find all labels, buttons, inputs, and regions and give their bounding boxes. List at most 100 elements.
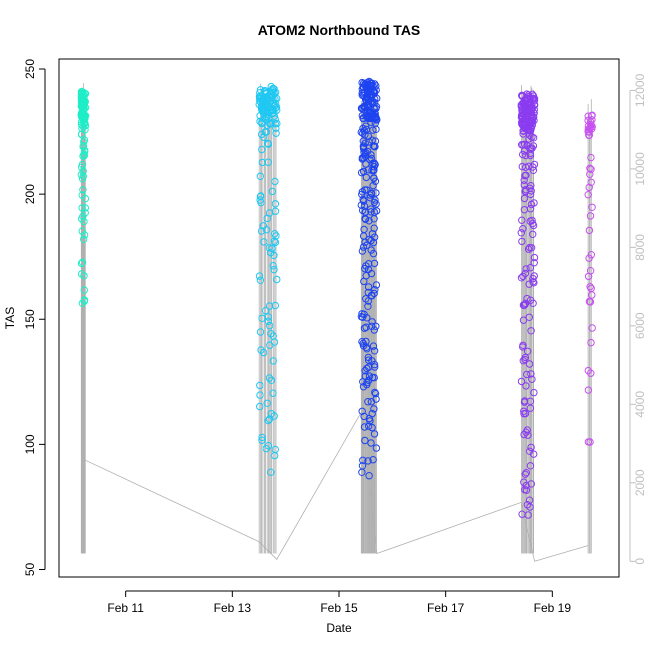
tas-point — [522, 151, 530, 160]
tas-point — [528, 375, 536, 383]
tas-point — [527, 370, 535, 378]
tas-point — [271, 301, 279, 310]
tas-point — [267, 376, 276, 384]
tas-point — [519, 316, 528, 324]
tas-point — [359, 232, 368, 240]
tas-point — [364, 398, 372, 406]
tas-point — [587, 122, 595, 130]
tas-point — [530, 100, 538, 109]
tas-point — [358, 247, 367, 255]
x-tick-label: Feb 19 — [534, 601, 572, 615]
y-tick-label-right: 10000 — [633, 152, 647, 186]
tas-point — [358, 468, 366, 476]
tas-point — [371, 114, 379, 123]
tas-point — [269, 84, 277, 93]
tas-point — [80, 286, 89, 294]
tas-point — [586, 123, 594, 131]
tas-point — [371, 286, 379, 294]
tas-point — [258, 436, 266, 444]
y-tick-label-right: 8000 — [633, 234, 647, 261]
tas-point — [271, 115, 279, 123]
tas-point — [524, 126, 532, 134]
tas-point — [359, 124, 367, 133]
tas-point — [79, 142, 88, 150]
tas-point — [368, 230, 377, 238]
y-tick-label-right: 6000 — [633, 312, 647, 339]
tas-point — [77, 109, 86, 118]
tas-point — [357, 168, 366, 177]
tas-point — [265, 374, 274, 382]
tas-point — [364, 457, 372, 465]
y-tick-label-right: 0 — [633, 558, 647, 565]
tas-point — [370, 360, 379, 369]
tas-point — [521, 355, 529, 364]
tas-point — [255, 272, 264, 280]
tas-point — [370, 142, 379, 150]
tas-point — [524, 511, 532, 519]
tas-point — [520, 194, 529, 203]
tas-point — [362, 111, 370, 120]
tas-point — [361, 372, 369, 380]
tas-point — [266, 321, 274, 330]
tas-point — [271, 230, 279, 238]
tas-point — [359, 206, 367, 215]
tas-point — [530, 272, 538, 280]
x-tick-label: Feb 13 — [214, 601, 252, 615]
tas-point — [519, 141, 527, 149]
tas-point — [77, 259, 86, 268]
tas-point — [364, 353, 373, 362]
tas-point — [372, 200, 380, 208]
tas-point — [530, 388, 538, 397]
tas-point — [259, 222, 267, 230]
tas-point — [521, 101, 530, 109]
tas-point — [370, 430, 379, 438]
tas-point — [364, 166, 373, 174]
tas-point — [258, 158, 267, 167]
tas-point — [370, 215, 378, 223]
tas-point — [364, 265, 373, 274]
tas-point — [261, 105, 270, 114]
altitude-series — [80, 83, 592, 562]
tas-point — [520, 176, 528, 185]
tas-point — [585, 226, 594, 235]
tas-point — [359, 456, 367, 464]
tas-point — [362, 323, 370, 331]
tas-point — [78, 227, 86, 235]
tas-point — [526, 447, 534, 455]
tas-point — [588, 112, 596, 120]
tas-point — [256, 86, 265, 94]
tas-point — [80, 120, 89, 128]
tas-point — [520, 301, 528, 310]
tas-point — [259, 348, 268, 357]
tas-point — [361, 215, 370, 224]
tas-point — [365, 422, 373, 430]
tas-point — [258, 145, 266, 154]
tas-point — [372, 207, 381, 215]
tas-point — [364, 288, 372, 297]
tas-point — [264, 313, 272, 321]
tas-point — [584, 438, 593, 446]
tas-point — [585, 183, 593, 192]
tas-point — [256, 381, 264, 390]
x-tick-label: Feb 17 — [427, 601, 465, 615]
tas-point — [78, 215, 86, 223]
tas-point — [256, 276, 265, 284]
tas-point — [528, 104, 537, 112]
tas-point — [267, 82, 275, 91]
tas-point — [256, 391, 264, 399]
tas-point — [80, 272, 88, 280]
tas-point — [258, 433, 266, 442]
tas-point — [271, 120, 279, 128]
tas-point — [261, 307, 270, 315]
tas-point — [524, 347, 532, 355]
tas-point — [360, 79, 368, 88]
tas-point — [525, 313, 533, 321]
tas-point — [260, 238, 268, 246]
tas-point — [587, 251, 595, 259]
tas-point — [369, 456, 377, 464]
tas-point — [78, 114, 86, 122]
tas-point — [587, 178, 595, 187]
tas-point — [365, 472, 373, 480]
tas-point — [523, 501, 532, 509]
